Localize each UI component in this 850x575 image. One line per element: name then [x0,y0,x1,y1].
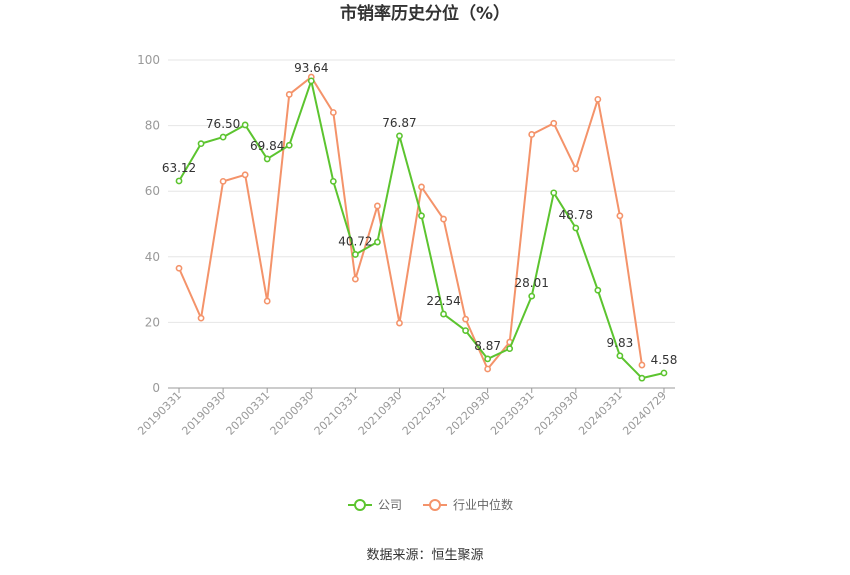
x-tick-label: 20200930 [268,389,317,438]
data-label: 28.01 [515,276,549,290]
x-tick-label: 20240331 [576,389,625,438]
y-tick-label: 100 [137,53,160,67]
data-point [440,310,447,318]
data-point [374,202,381,210]
data-point [660,369,668,377]
x-tick-label: 20210331 [312,389,361,438]
legend-item-行业中位数[interactable]: 行业中位数 [423,497,513,512]
y-tick-label: 20 [145,315,160,329]
x-tick-label: 20230930 [532,389,581,438]
data-point [197,314,205,322]
legend-label: 行业中位数 [453,497,513,512]
data-label: 48.78 [559,208,593,222]
legend-marker [429,499,441,511]
x-tick-label: 20240729 [620,389,669,438]
legend-item-公司[interactable]: 公司 [348,498,402,512]
y-tick-label: 40 [145,250,160,264]
data-label: 22.54 [426,294,460,308]
data-point [285,91,293,98]
y-axis: 0 20 40 60 80 100 [137,53,160,395]
x-tick-label: 20210930 [356,389,405,438]
data-label: 40.72 [338,234,372,248]
data-point [329,109,337,116]
data-point [528,292,536,300]
data-point [572,224,580,232]
data-label: 76.50 [206,117,240,131]
data-point [263,297,271,305]
data-point [285,141,293,149]
x-tick-label: 20230331 [488,389,537,438]
data-point [638,361,646,369]
data-point [550,189,558,197]
data-point [197,140,205,148]
data-point [374,238,381,246]
data-point [241,171,249,179]
data-point [594,286,602,294]
data-point [263,155,271,163]
data-point [594,95,602,103]
series-group [175,73,668,382]
data-point [351,275,359,283]
data-label: 4.58 [651,353,678,367]
x-axis: 2019033120190930202003312020093020210331… [135,387,675,438]
y-tick-label: 0 [152,381,160,395]
data-point [528,131,536,138]
legend-marker [354,499,366,511]
data-point [506,345,514,353]
data-point [484,365,492,373]
legend-label: 公司 [378,498,402,512]
data-point [241,121,249,129]
data-point [396,319,403,327]
y-tick-label: 60 [145,184,160,198]
data-label: 69.84 [250,139,284,153]
data-point [219,177,227,185]
chart-title: 市销率历史分位（%） [340,3,510,24]
data-point [616,352,624,360]
data-point [418,212,425,220]
legend[interactable]: 公司 行业中位数 [348,497,513,512]
x-tick-label: 20220331 [400,389,449,438]
data-point [396,132,403,140]
x-tick-label: 20190331 [135,389,184,438]
data-point [572,165,580,173]
data-point [462,315,469,323]
data-point [462,327,469,334]
data-point [307,77,315,85]
data-label: 76.87 [382,116,416,130]
data-point [638,374,646,382]
data-point [175,177,183,185]
data-point [616,212,624,220]
data-labels: 63.12 76.50 69.84 93.64 40.72 76.87 22.54 8.87 2… [162,61,677,367]
data-label: 9.83 [607,336,634,350]
series-line-行业中位数 [178,76,643,370]
x-tick-label: 20190930 [179,389,228,438]
data-point [329,177,337,185]
x-tick-label: 20220930 [444,389,493,438]
data-label: 63.12 [162,161,196,175]
y-tick-label: 80 [145,119,160,133]
data-label: 93.64 [294,61,328,75]
data-point [418,183,425,191]
data-point [175,264,183,272]
data-point [550,119,558,127]
data-point [351,251,359,258]
data-point [484,355,492,363]
data-point [219,133,227,141]
source-note: 数据来源：恒生聚源 [366,548,483,563]
data-label: 8.87 [474,339,501,353]
x-tick-label: 20200331 [224,389,273,438]
data-point [440,215,447,223]
